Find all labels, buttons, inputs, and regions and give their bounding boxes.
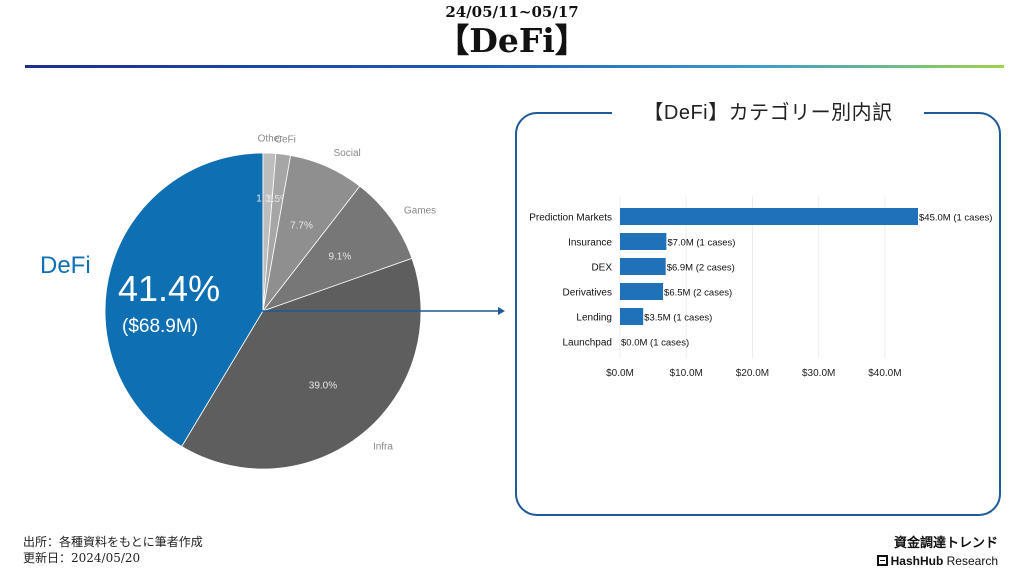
source-text: 出所：各種資料をもとに筆者作成 (23, 535, 203, 549)
date-range: 24/05/11~05/17 (445, 3, 579, 21)
bar-value-label: $6.9M (2 cases) (667, 263, 735, 274)
pie-category-label: CeFi (275, 135, 296, 146)
panel-title: 【DeFi】カテゴリー別内訳 (612, 96, 924, 125)
bar-category-label: Launchpad (563, 338, 613, 349)
bar-prediction-markets (620, 208, 918, 225)
pie-slice-defi (104, 152, 264, 448)
x-tick-label: $30.0M (802, 368, 835, 379)
bar-value-label: $0.0M (1 cases) (621, 338, 689, 349)
category-bar-chart: $0.0M $10.0M $20.0M $30.0M $40.0M Prediction … (529, 196, 992, 379)
brand-block: 資金調達トレンド HashHub Research (876, 532, 998, 568)
pie-pct-label: 7.7% (290, 220, 313, 231)
pie-category-label: Other (258, 133, 284, 144)
bar-category-label: Insurance (568, 238, 612, 249)
updated-date: 更新日：2024/05/20 (23, 551, 141, 565)
page-title: 【DeFi】 (436, 21, 588, 60)
pie-pct-label: 39.0% (309, 380, 337, 391)
source-note: 出所：各種資料をもとに筆者作成 更新日：2024/05/20 (23, 534, 203, 566)
bar-value-label: $45.0M (1 cases) (919, 213, 992, 224)
bar-value-label: $7.0M (1 cases) (667, 238, 735, 249)
pie-pct-label: 9.1% (328, 252, 351, 263)
pie-slice-games (261, 185, 413, 312)
hashhub-logo-icon (876, 555, 888, 566)
bar-value-label: $3.5M (1 cases) (644, 313, 712, 324)
bar-value-label: $6.5M (2 cases) (664, 288, 732, 299)
x-tick-label: $10.0M (670, 368, 703, 379)
brand-name-rest: Research (943, 554, 998, 568)
pie-pct-label: 1.3% (256, 193, 279, 204)
callout-arrow (262, 307, 505, 315)
bar-lending (620, 308, 644, 325)
bar-category-label: Derivatives (563, 288, 612, 299)
brand-title: 資金調達トレンド (893, 536, 998, 551)
x-tick-label: $20.0M (736, 368, 769, 379)
bar-insurance (620, 233, 667, 250)
highlight-amount: ($68.9M) (122, 316, 199, 337)
bar-derivatives (620, 283, 664, 300)
bar-category-label: Prediction Markets (529, 213, 612, 224)
bar-category-label: Lending (576, 313, 612, 324)
bar-category-label: DEX (591, 263, 612, 274)
bar-dex (620, 258, 666, 275)
x-tick-label: $0.0M (606, 368, 634, 379)
brand-name: HashHub Research (876, 554, 998, 568)
title-rule (25, 65, 1004, 68)
x-tick-label: $40.0M (868, 368, 901, 379)
pie-pct-label: 1.5% (266, 194, 289, 205)
pie-category-label: Social (334, 148, 361, 159)
brand-name-bold: HashHub (890, 554, 944, 568)
pie-category-label: Infra (373, 442, 393, 453)
highlight-percent: 41.4% (118, 268, 221, 309)
pie-category-label: Games (404, 205, 436, 216)
highlight-label: DeFi (40, 252, 91, 279)
